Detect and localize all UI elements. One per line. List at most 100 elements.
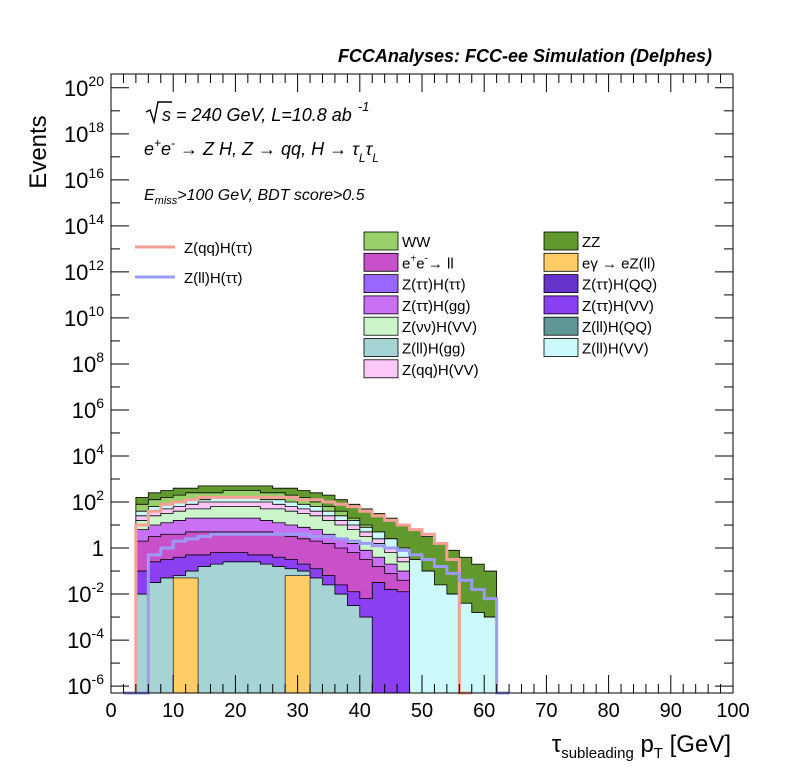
bin-purple-22: [397, 591, 410, 693]
signal-line-0: [123, 495, 472, 695]
y-tick-label: 1020: [64, 73, 104, 101]
y-tick-exp: 14: [88, 211, 104, 227]
legend-label-left-2: Z(ττ)H(ττ): [402, 277, 466, 294]
bin-cyan-26: [446, 594, 460, 693]
y-axis-label: Events: [25, 115, 52, 188]
bin-purple-21: [384, 589, 398, 693]
y-tick-label: 1012: [64, 257, 104, 285]
legend-swatch-left-0: [363, 231, 399, 251]
y-tick-base: 1: [92, 536, 104, 561]
bin-cyan-24: [422, 571, 435, 693]
annotation-process: e+e- → Z H, Z → qq, H → τLτL: [144, 136, 379, 165]
bin-base-12: [272, 566, 286, 693]
y-tick-base: 10: [67, 674, 91, 699]
x-tick-label: 0: [105, 700, 116, 722]
y-tick-base: 10: [72, 398, 96, 423]
cut-e: E: [144, 187, 155, 204]
annotation-energy-text: s = 240 GeV, L=10.8 ab -1: [162, 99, 369, 125]
y-tick-base: 10: [72, 490, 96, 515]
legend-swatch-right-5: [543, 338, 579, 357]
bin-base-17: [334, 594, 348, 693]
y-tick-base: 10: [64, 260, 88, 285]
bin-cyan-29: [484, 617, 497, 693]
legend-label-part: Z(ττ)H(QQ): [582, 277, 657, 294]
legend-label-left-0: WW: [402, 234, 431, 251]
x-axis-label: τsubleading pT [GeV]: [552, 731, 731, 762]
bin-cyan-27: [459, 603, 473, 693]
y-tick-base: 10: [72, 444, 96, 469]
annotation-energy: s = 240 GeV, L=10.8 ab -1: [145, 99, 369, 125]
legend-swatch-left-6: [363, 359, 399, 379]
x-tick-label: 90: [660, 700, 682, 722]
legend-swatch-right-4: [543, 316, 579, 336]
legend-label-part: -: [425, 253, 428, 264]
bin-base-6: [198, 566, 211, 693]
y-tick-exp: 16: [88, 165, 104, 181]
chart-title: FCCAnalyses: FCC-ee Simulation (Delphes): [338, 46, 712, 66]
legend: Z(qq)H(ττ)Z(ll)H(ττ)WWe+e-→ llZ(ττ)H(ττ)…: [135, 231, 657, 379]
legend-swatch-right-1: [543, 252, 579, 272]
bin-cyan-25: [434, 584, 448, 693]
bin-base-1: [135, 594, 149, 693]
bin-egamma-1: [284, 575, 311, 694]
legend-label-right-0: ZZ: [582, 234, 600, 251]
y-tick-label: 10-4: [67, 625, 104, 653]
plot-layer: [123, 485, 733, 695]
legend-label-left-5: Z(ll)H(gg): [402, 341, 465, 358]
legend-label-part: Z(ττ)H(VV): [582, 298, 654, 315]
legend-label-left-4: Z(νν)H(VV): [402, 319, 477, 336]
y-tick-exp: 10: [88, 303, 104, 319]
bin-egamma-0: [172, 577, 199, 694]
annotation-lumi-exp: -1: [358, 99, 370, 114]
legend-swatch-right-2: [543, 274, 579, 294]
sqrt-symbol: [145, 101, 172, 125]
legend-label-part: e: [402, 255, 410, 272]
legend-label-right-3: Z(ττ)H(VV): [582, 298, 654, 315]
x-tick-label: 80: [597, 700, 619, 722]
process-e2-sup: -: [171, 136, 175, 150]
bin-base-11: [260, 564, 274, 693]
bin-base-8: [222, 561, 236, 693]
x-tick-label: 60: [473, 700, 495, 722]
bin-base-16: [322, 584, 336, 693]
legend-label-left-6: Z(qq)H(VV): [402, 362, 479, 379]
y-tick-label: 1010: [64, 303, 104, 331]
legend-label-part: e: [416, 255, 424, 272]
y-tick-base: 10: [67, 628, 91, 653]
legend-swatch-left-1: [363, 252, 399, 272]
legend-swatch-left-4: [363, 316, 399, 336]
y-tick-label: 108: [72, 349, 104, 377]
legend-label-right-5: Z(ll)H(VV): [582, 341, 649, 358]
y-tick-base: 10: [64, 214, 88, 239]
legend-label-left-1: e+e-→ ll: [402, 253, 454, 272]
cut-rest: >100 GeV, BDT score>0.5: [177, 187, 364, 204]
bin-base-19: [359, 617, 373, 693]
y-tick-label: 102: [72, 487, 104, 515]
legend-swatch-left-3: [363, 295, 399, 315]
bin-cyan-28: [471, 612, 485, 693]
legend-swatch-left-5: [363, 338, 399, 357]
legend-swatch-left-2: [363, 274, 399, 294]
y-tick-exp: 20: [88, 73, 104, 89]
bin-base-7: [210, 564, 224, 693]
x-tick-label: 70: [535, 700, 557, 722]
bin-base-2: [148, 582, 162, 693]
x-tick-label: 30: [286, 700, 308, 722]
y-tick-exp: -4: [92, 625, 105, 641]
legend-label-part: WW: [402, 234, 431, 251]
process-e2: e: [161, 139, 171, 159]
process-tau2: τ: [366, 139, 374, 159]
bin-cyan-23: [409, 559, 423, 693]
y-tick-exp: 8: [96, 349, 104, 365]
x-tick-label: 40: [349, 700, 371, 722]
y-tick-base: 10: [72, 352, 96, 377]
x-tick-label: 50: [411, 700, 433, 722]
bin-purple-20: [372, 582, 385, 693]
x-tick-label: 20: [224, 700, 246, 722]
legend-label-part: eγ → eZ(ll): [582, 255, 655, 272]
x-tick-label: 100: [716, 700, 749, 722]
axis-layer: 0 10 20 30 40 50 60 70 80 90 10010-610-410-2110210…: [64, 73, 750, 722]
x-axis-label-unit: [GeV]: [663, 731, 731, 758]
